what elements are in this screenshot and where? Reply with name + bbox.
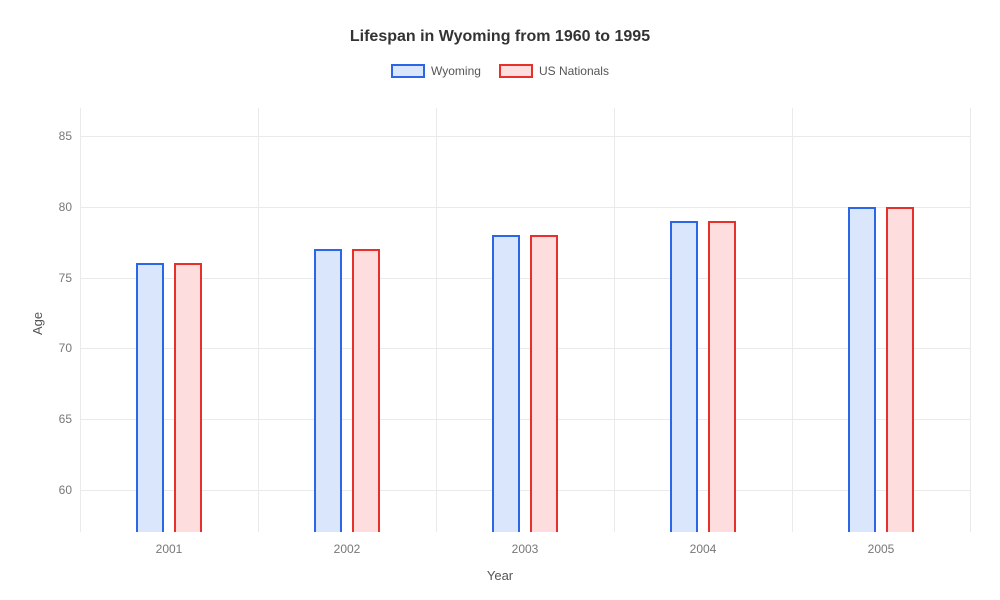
bar [492,235,520,532]
gridline-horizontal [80,490,970,491]
bar [886,207,914,532]
gridline-vertical [258,108,259,532]
gridline-vertical [436,108,437,532]
gridline-horizontal [80,278,970,279]
gridline-vertical [792,108,793,532]
bar [848,207,876,532]
bar [530,235,558,532]
plot-area [80,108,970,532]
y-tick-label: 60 [44,483,72,497]
gridline-vertical [614,108,615,532]
y-tick-label: 70 [44,341,72,355]
bar [314,249,342,532]
bar [708,221,736,532]
bar-chart: Lifespan in Wyoming from 1960 to 1995 Wy… [0,0,1000,600]
gridline-vertical [80,108,81,532]
gridline-horizontal [80,348,970,349]
chart-title: Lifespan in Wyoming from 1960 to 1995 [0,28,1000,46]
legend-label: US Nationals [539,64,609,78]
legend-swatch [499,64,533,78]
bar [174,263,202,532]
legend: Wyoming US Nationals [0,64,1000,78]
legend-swatch [391,64,425,78]
gridline-horizontal [80,136,970,137]
bar [352,249,380,532]
y-axis-title: Age [30,312,45,335]
x-tick-label: 2004 [690,542,717,556]
y-tick-label: 65 [44,412,72,426]
bar [670,221,698,532]
legend-item: Wyoming [391,64,481,78]
legend-label: Wyoming [431,64,481,78]
gridline-horizontal [80,419,970,420]
x-tick-label: 2003 [512,542,539,556]
bar [136,263,164,532]
legend-item: US Nationals [499,64,609,78]
y-tick-label: 85 [44,129,72,143]
y-tick-label: 80 [44,200,72,214]
x-tick-label: 2005 [868,542,895,556]
x-tick-label: 2002 [334,542,361,556]
x-axis-title: Year [0,568,1000,583]
y-tick-label: 75 [44,271,72,285]
gridline-vertical [970,108,971,532]
gridline-horizontal [80,207,970,208]
x-tick-label: 2001 [156,542,183,556]
